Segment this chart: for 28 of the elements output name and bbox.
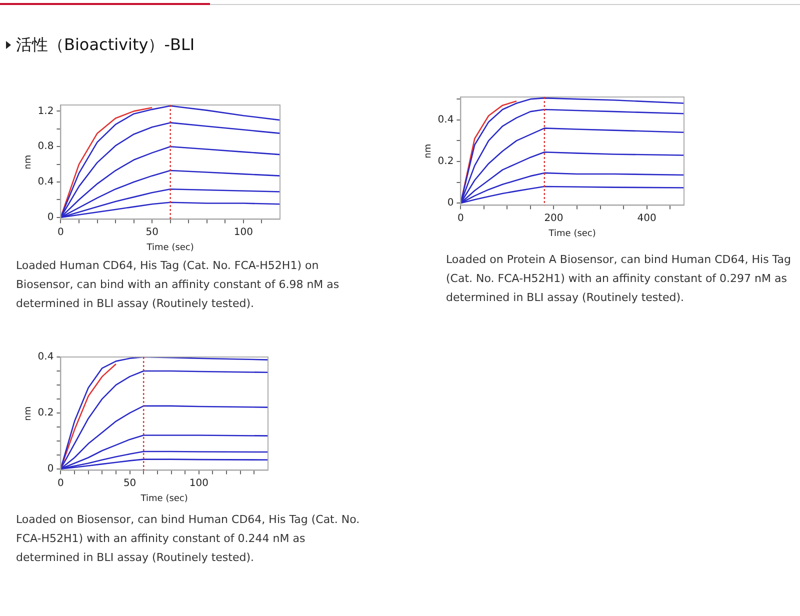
x-tick-label: 100 <box>234 226 253 238</box>
x-tick-label: 400 <box>637 212 656 224</box>
y-axis-title: nm <box>24 406 34 421</box>
y-tick-label: 0.4 <box>38 176 54 188</box>
y-tick-label: 0.4 <box>38 352 54 363</box>
y-axis-title: nm <box>424 144 434 158</box>
x-tick-label: 0 <box>458 212 464 224</box>
x-tick-label: 100 <box>189 478 208 489</box>
x-tick-label: 50 <box>146 226 158 238</box>
text: Loaded on Biosensor, can bind Human CD64, His Tag (Cat. No. FCA-H52H1) with an affinity constant of 0.244 nM as determined in BLI assay (Routinely tested). <box>16 512 361 566</box>
x-tick-label: 50 <box>123 478 136 489</box>
y-tick-label: 0.2 <box>438 156 454 168</box>
y-tick-label: 0 <box>47 463 54 474</box>
x-axis-title: Time (sec) <box>146 242 194 253</box>
y-tick-label: 0.4 <box>438 114 454 126</box>
y-tick-label: 0.2 <box>38 407 54 418</box>
y-tick-label: 0.8 <box>38 141 54 152</box>
y-tick-label: 1.2 <box>38 106 54 117</box>
x-axis-title: Time (sec) <box>548 228 596 239</box>
chart-title: 活性（Bioactivity）-BLI <box>16 35 195 56</box>
x-axis-title: Time (sec) <box>140 494 188 504</box>
x-tick-label: 200 <box>544 212 564 224</box>
x-tick-label: 0 <box>58 226 64 238</box>
text: Loaded Human CD64, His Tag (Cat. No. FCA-H52H1) on Biosensor, can bind with an affinity constant of 6.98 nM as determined in BLI assay (Routinely tested). <box>16 258 340 312</box>
y-axis-title: nm <box>24 154 34 170</box>
y-tick-label: 0 <box>447 198 454 209</box>
x-tick-label: 0 <box>58 478 64 489</box>
text: Loaded on Protein A Biosensor, can bind Human CD64, His Tag (Cat. No. FCA-H52H1) with an affinity constant of 0.297 nM as determined in BLI assay (Routinely tested). <box>446 252 791 306</box>
